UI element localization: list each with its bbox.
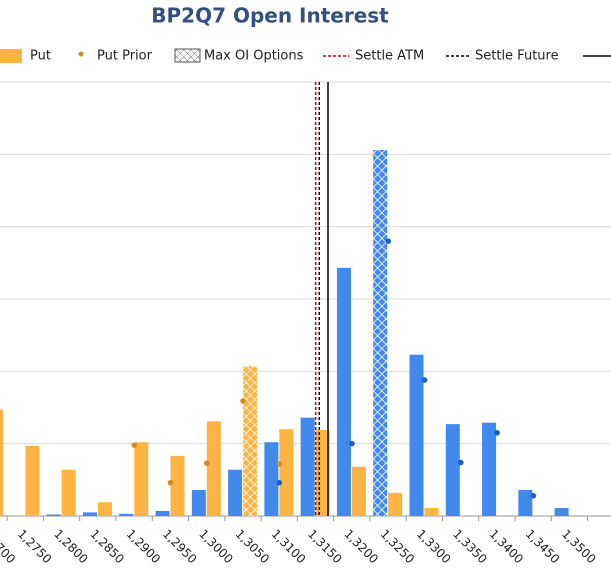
bar: [206, 421, 221, 516]
prior-dot: [457, 459, 464, 466]
prior-dot: [167, 479, 174, 486]
prior-dot: [276, 461, 283, 467]
legend-label: Settle ATM: [355, 49, 424, 64]
bar: [155, 510, 170, 516]
prior-dot: [385, 238, 392, 244]
x-tick-label: 1,3400: [486, 527, 526, 567]
bar: [61, 469, 76, 516]
bar: [445, 424, 460, 516]
bar: [518, 489, 533, 516]
bar: [97, 502, 112, 516]
bar: [170, 455, 185, 516]
bar: [373, 149, 388, 516]
legend-label: Put: [30, 49, 51, 64]
x-tick-label: 1,3250: [378, 527, 418, 567]
bar: [264, 442, 279, 516]
x-tick-label: 1,2850: [87, 527, 127, 567]
x-tick-label: 1,2900: [124, 527, 164, 567]
bar: [424, 508, 439, 516]
bar: [119, 513, 134, 516]
prior-dot: [421, 377, 428, 383]
bar: [46, 514, 61, 516]
bar: [409, 354, 424, 516]
x-tick-label: 1,3150: [305, 527, 345, 567]
prior-dot: [131, 442, 138, 448]
bar: [300, 417, 315, 516]
bar: [0, 409, 4, 516]
x-tick-label: 1,3000: [196, 527, 236, 567]
legend-label: Max OI Options: [204, 49, 304, 64]
legend-label: Settle Future: [475, 49, 559, 64]
bar: [388, 492, 403, 516]
bar: [279, 429, 294, 516]
x-tick-label: 1,3350: [450, 527, 490, 567]
bar: [82, 512, 97, 516]
x-tick-label: 1,2800: [51, 527, 91, 567]
x-tick-label: 1,3050: [232, 527, 272, 567]
x-tick-label: 1,2750: [15, 527, 55, 567]
bar: [134, 442, 149, 516]
bar: [228, 469, 243, 516]
bar: [336, 267, 351, 516]
prior-dot: [204, 460, 210, 466]
prior-dot: [494, 430, 500, 436]
bar: [351, 466, 366, 516]
x-tick-label: 1,3450: [523, 527, 563, 567]
prior-dot: [530, 492, 537, 499]
bar: [554, 508, 569, 516]
prior-dot: [240, 398, 246, 404]
chart-title: BP2Q7 Open Interest: [151, 4, 389, 28]
x-tick-label: 1,3300: [414, 527, 454, 567]
prior-dot: [349, 440, 355, 447]
x-tick-label: 1,3500: [559, 527, 599, 567]
legend-swatch: [174, 48, 201, 63]
legend-label: Put Prior: [97, 49, 153, 64]
prior-dot: [276, 479, 283, 486]
legend-swatch: [78, 51, 84, 57]
bar: [243, 366, 258, 516]
bar: [191, 489, 206, 516]
x-tick-label: 1,2950: [160, 527, 200, 567]
legend-swatch: [0, 49, 22, 63]
bar: [482, 422, 497, 516]
x-tick-label: 1,3100: [269, 527, 309, 567]
x-tick-label: 1,2700: [0, 527, 18, 567]
bar: [25, 445, 40, 516]
x-tick-label: 1,3200: [341, 527, 381, 567]
